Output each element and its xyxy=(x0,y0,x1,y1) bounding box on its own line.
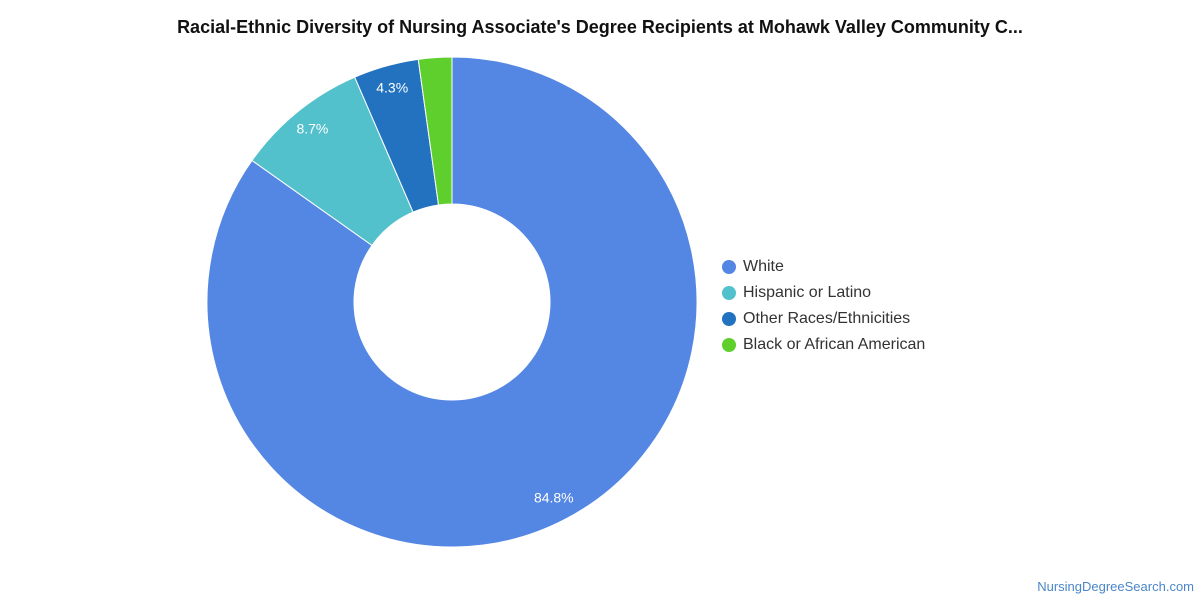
slice-label-white: 84.8% xyxy=(534,489,574,505)
chart-title: Racial-Ethnic Diversity of Nursing Assoc… xyxy=(177,17,1023,37)
legend-label: White xyxy=(743,258,784,275)
legend-label: Hispanic or Latino xyxy=(743,284,872,301)
source-watermark[interactable]: NursingDegreeSearch.com xyxy=(1037,579,1194,594)
legend-swatch-icon xyxy=(722,286,736,300)
chart-legend: White Hispanic or Latino Other Races/Ethni… xyxy=(722,254,925,358)
legend-item-black-or-african-american[interactable]: Black or African American xyxy=(722,332,925,358)
legend-label: Other Races/Ethnicities xyxy=(743,310,911,327)
legend-item-white[interactable]: White xyxy=(722,254,925,280)
slice-black-or-african-american[interactable] xyxy=(417,56,453,206)
legend-swatch-icon xyxy=(722,338,736,352)
legend-swatch-icon xyxy=(722,260,736,274)
slice-label-other-races-ethnicities: 4.3% xyxy=(376,79,408,95)
legend-item-other-races-ethnicities[interactable]: Other Races/Ethnicities xyxy=(722,306,925,332)
legend-item-hispanic-or-latino[interactable]: Hispanic or Latino xyxy=(722,280,925,306)
legend-swatch-icon xyxy=(722,312,736,326)
slice-white[interactable] xyxy=(206,56,698,548)
legend-label: Black or African American xyxy=(743,336,926,353)
slice-label-hispanic-or-latino: 8.7% xyxy=(296,121,328,137)
